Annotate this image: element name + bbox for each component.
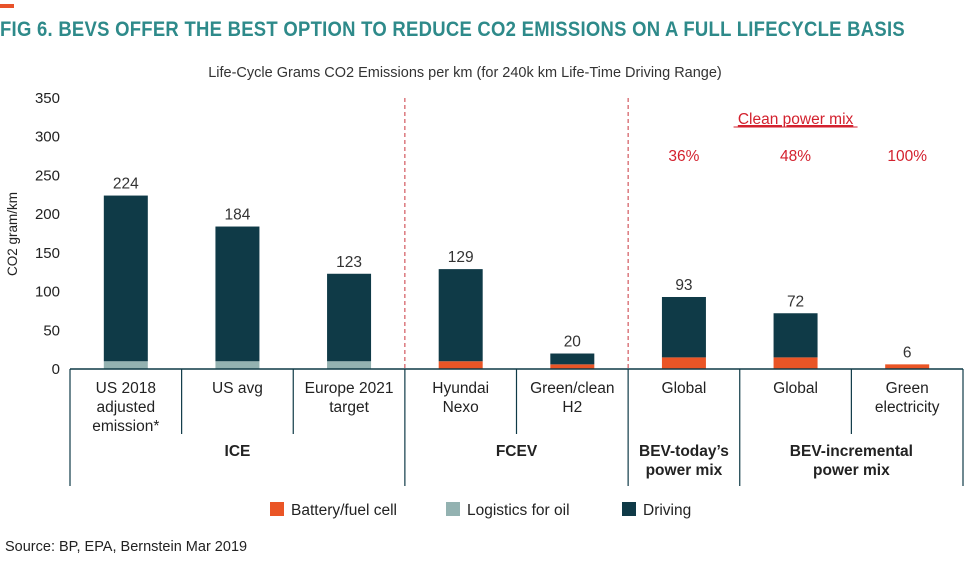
bar-value-label: 72 [787,293,804,310]
chart-title: Life-Cycle Grams CO2 Emissions per km (f… [208,65,722,81]
bar-value-label: 184 [225,207,251,224]
bar-segment-battery [773,357,818,369]
bar-segment-battery [885,364,930,369]
bar-segment-driving [438,269,483,362]
group-label: power mix [813,462,890,479]
bar-segment-logistics [103,361,148,369]
legend-label: Driving [643,502,691,519]
bar-value-label: 93 [675,277,692,294]
group-label: FCEV [496,443,538,460]
category-label: Nexo [443,399,479,416]
bar-segment-battery [438,361,483,369]
bar-segment-battery [550,364,595,369]
bar-segment-driving [327,273,372,362]
y-tick-label: 350 [35,90,60,107]
y-axis-label: CO2 gram/km [5,192,20,276]
bar-segment-driving [550,353,595,365]
legend-label: Logistics for oil [467,502,570,519]
y-tick-label: 200 [35,206,60,223]
bar-value-label: 123 [336,254,362,271]
bar-segment-driving [773,313,818,358]
bar-value-label: 6 [903,344,912,361]
bar-value-label: 129 [448,249,474,266]
category-label: Green [886,380,929,397]
category-label: Hyundai [432,380,489,397]
bar-value-label: 20 [564,334,582,351]
bar-segment-logistics [215,361,260,369]
group-label: BEV-incremental [790,443,913,460]
group-label: ICE [225,443,251,460]
y-tick-label: 300 [35,129,60,146]
y-tick-label: 150 [35,245,60,262]
source-note: Source: BP, EPA, Bernstein Mar 2019 [5,539,248,555]
bar-value-label: 224 [113,176,139,193]
bar-segment-driving [661,296,706,358]
bar-segment-driving [215,226,260,362]
y-tick-label: 50 [43,322,60,339]
y-tick-label: 250 [35,167,60,184]
group-label: power mix [646,462,723,479]
power-mix-percent: 48% [780,148,811,165]
legend-label: Battery/fuel cell [291,502,397,519]
category-label: adjusted [97,399,156,416]
category-label: Green/clean [530,380,614,397]
bar-segment-driving [103,195,148,362]
figure-title: FIG 6. BEVS OFFER THE BEST OPTION TO RED… [0,18,905,41]
category-label: H2 [562,399,582,416]
bar-segment-battery [661,357,706,369]
category-label: Global [773,380,818,397]
power-mix-percent: 100% [887,148,927,165]
power-mix-percent: 36% [668,148,699,165]
legend-swatch-logistics [446,502,460,516]
category-label: target [329,399,369,416]
category-label: Europe 2021 [305,380,394,397]
category-label: US 2018 [96,380,156,397]
category-label: Global [662,380,707,397]
y-tick-label: 0 [52,361,60,378]
group-label: BEV-today’s [639,443,729,460]
clean-power-mix-header: Clean power mix [738,111,854,128]
legend-swatch-driving [622,502,636,516]
category-label: emission* [92,418,159,435]
category-label: US avg [212,380,263,397]
bar-segment-logistics [327,361,372,369]
y-tick-label: 100 [35,284,60,301]
accent-mark [0,4,14,8]
legend-swatch-battery [270,502,284,516]
category-label: electricity [875,399,940,416]
